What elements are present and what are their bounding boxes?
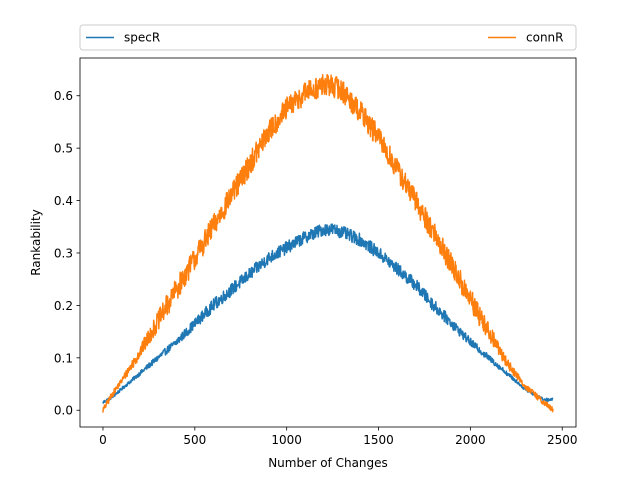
x-axis: 0 500 1000 1500 2000 2500 [99, 427, 577, 447]
x-tick-label: 0 [99, 433, 107, 447]
series-line-specR [102, 223, 554, 404]
legend-box [79, 24, 577, 51]
x-axis-label: Number of Changes [268, 456, 388, 470]
x-tick-label: 1000 [271, 433, 302, 447]
y-tick-label: 0.0 [54, 404, 73, 418]
y-axis-label: Rankability [29, 209, 43, 276]
y-tick-label: 0.3 [54, 246, 73, 260]
x-tick-label: 2500 [547, 433, 578, 447]
series-line-connR [102, 73, 554, 413]
y-tick-label: 0.5 [54, 142, 73, 156]
y-tick-label: 0.2 [54, 299, 73, 313]
y-tick-label: 0.4 [54, 194, 73, 208]
y-tick-label: 0.6 [54, 89, 73, 103]
x-tick-label: 2000 [455, 433, 486, 447]
series-layer [102, 73, 554, 413]
legend-label-connR: connR [526, 31, 564, 45]
y-axis: 0.0 0.1 0.2 0.3 0.4 0.5 0.6 [54, 89, 80, 418]
legend-label-specR: specR [124, 31, 160, 45]
x-tick-label: 500 [183, 433, 206, 447]
legend: specR connR [79, 24, 577, 51]
plot-frame [79, 57, 577, 428]
x-tick-label: 1500 [363, 433, 394, 447]
y-tick-label: 0.1 [54, 351, 73, 365]
